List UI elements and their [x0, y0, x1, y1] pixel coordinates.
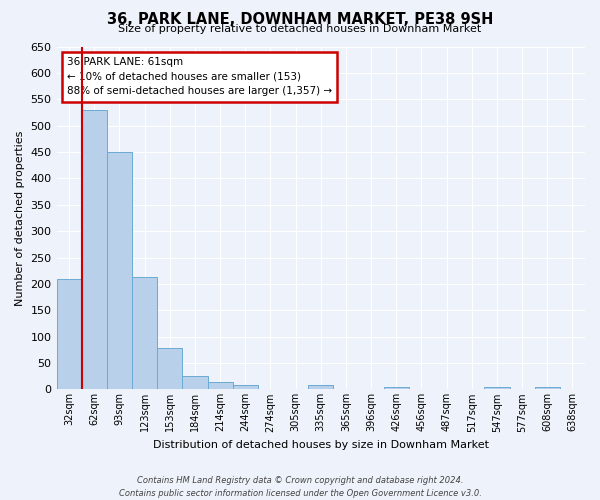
Bar: [308, 385, 334, 390]
Bar: [208, 382, 233, 390]
Text: 36, PARK LANE, DOWNHAM MARKET, PE38 9SH: 36, PARK LANE, DOWNHAM MARKET, PE38 9SH: [107, 12, 493, 28]
Bar: [56, 278, 82, 390]
X-axis label: Distribution of detached houses by size in Downham Market: Distribution of detached houses by size …: [153, 440, 489, 450]
Bar: [233, 384, 258, 390]
Bar: [484, 388, 509, 390]
Bar: [82, 110, 107, 390]
Bar: [157, 348, 182, 390]
Text: Size of property relative to detached houses in Downham Market: Size of property relative to detached ho…: [118, 24, 482, 34]
Bar: [383, 387, 409, 390]
Text: Contains HM Land Registry data © Crown copyright and database right 2024.
Contai: Contains HM Land Registry data © Crown c…: [119, 476, 481, 498]
Bar: [132, 277, 157, 390]
Bar: [182, 376, 208, 390]
Y-axis label: Number of detached properties: Number of detached properties: [15, 130, 25, 306]
Bar: [107, 152, 132, 390]
Bar: [535, 388, 560, 390]
Text: 36 PARK LANE: 61sqm
← 10% of detached houses are smaller (153)
88% of semi-detac: 36 PARK LANE: 61sqm ← 10% of detached ho…: [67, 57, 332, 96]
